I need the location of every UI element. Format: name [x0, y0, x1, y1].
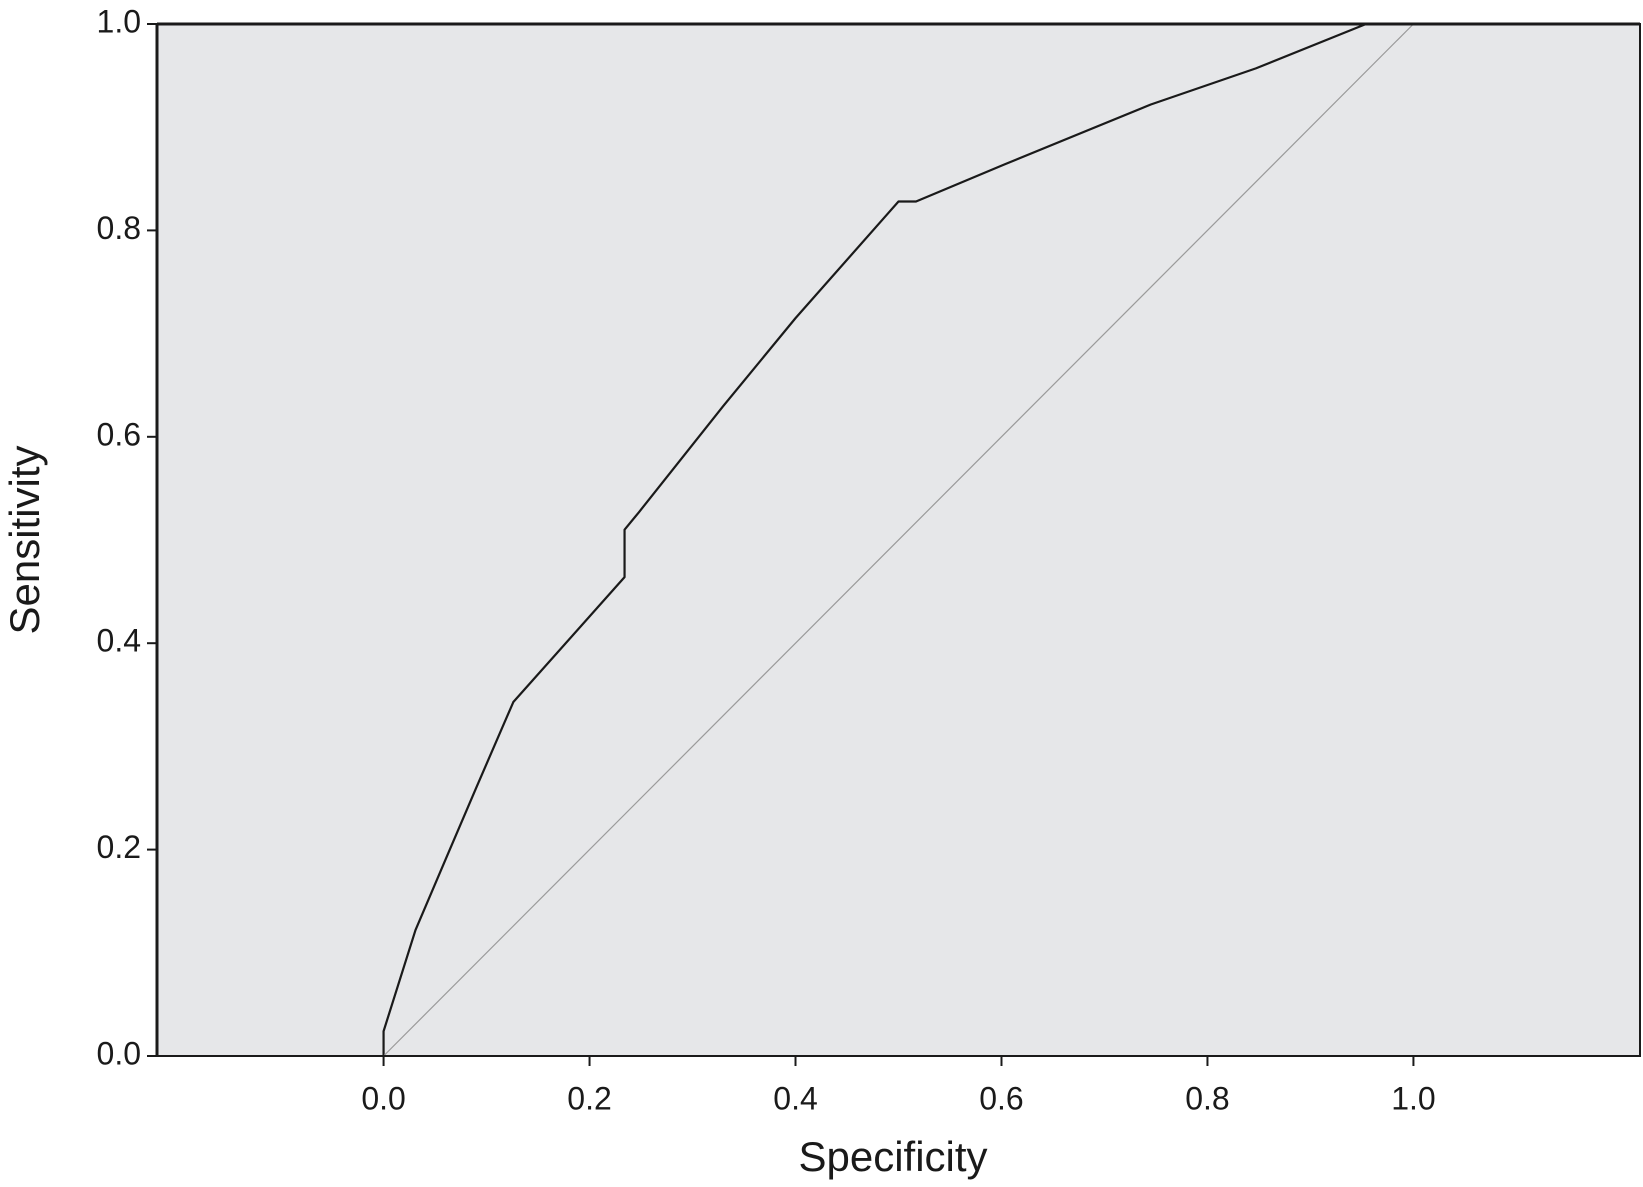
x-tick-label: 0.4 [773, 1080, 817, 1116]
y-tick-label: 0.4 [97, 623, 141, 659]
y-tick-label: 0.0 [97, 1035, 141, 1071]
x-tick-label: 0.0 [361, 1080, 405, 1116]
y-tick-label: 1.0 [97, 3, 141, 39]
y-axis-title: Sensitivity [1, 445, 48, 634]
roc-curve [382, 22, 1414, 1056]
x-tick-label: 0.2 [567, 1080, 611, 1116]
y-tick-label: 0.6 [97, 416, 141, 452]
reference-line [383, 23, 1414, 1057]
x-axis-title: Specificity [798, 1133, 987, 1180]
y-tick-label: 0.2 [97, 829, 141, 865]
x-tick-label: 0.8 [1185, 1080, 1229, 1116]
x-tick-label: 1.0 [1391, 1080, 1435, 1116]
x-tick-label: 0.6 [979, 1080, 1023, 1116]
y-tick-label: 0.8 [97, 210, 141, 246]
